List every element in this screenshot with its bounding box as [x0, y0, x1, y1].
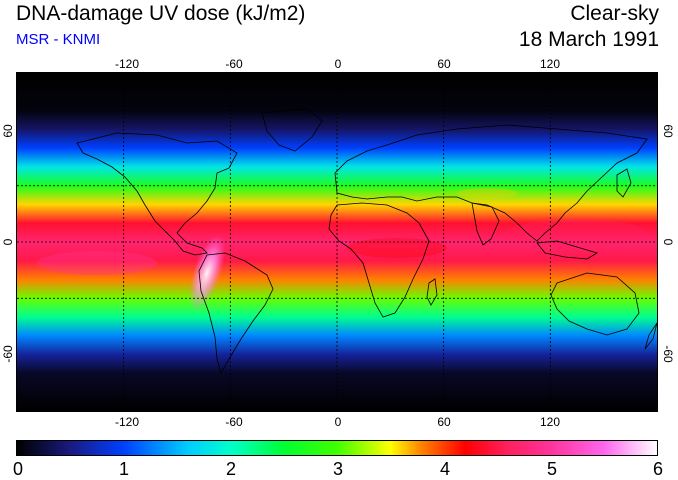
dose-variability-patches: [37, 188, 647, 275]
lat-tick-left-minus60: -60: [1, 345, 15, 363]
colorbar-tick-6: 6: [652, 459, 664, 479]
lon-tick-top-0: 0: [334, 57, 342, 71]
coast-india: [471, 202, 500, 246]
coast-japan: [616, 168, 632, 198]
graticule: [17, 73, 657, 411]
lat-tick-right-0: 0: [661, 238, 675, 246]
source-label: MSR - KNMI: [16, 31, 101, 48]
coast-madagascar: [426, 278, 438, 306]
lat-tick-left-60: 60: [1, 124, 15, 138]
lon-tick-top-120: 120: [539, 57, 561, 71]
map-canvas: [17, 73, 657, 411]
lon-tick-bottom-minus120: -120: [114, 415, 140, 429]
lat-tick-right-minus60: -60: [661, 345, 675, 363]
colorbar-tick-0: 0: [12, 459, 24, 479]
lon-tick-top-60: 60: [437, 57, 451, 71]
lon-tick-bottom-120: 120: [539, 415, 561, 429]
chart-title: DNA-damage UV dose (kJ/m2): [16, 2, 306, 25]
coastlines: [76, 108, 657, 375]
colorbar-tick-1: 1: [118, 459, 130, 479]
coast-eurasia: [334, 124, 648, 242]
colorbar: [16, 440, 658, 456]
lon-tick-bottom-0: 0: [334, 415, 342, 429]
colorbar-tick-4: 4: [439, 459, 451, 479]
colorbar-tick-5: 5: [546, 459, 558, 479]
lon-tick-bottom-minus60: -60: [225, 415, 243, 429]
lat-tick-right-60: 60: [661, 124, 675, 138]
date-label: 18 March 1991: [518, 28, 659, 51]
coast-africa: [328, 202, 430, 318]
colorbar-tick-3: 3: [332, 459, 344, 479]
coast-south-america: [198, 252, 274, 375]
sky-condition-label: Clear-sky: [570, 2, 659, 25]
coast-greenland: [261, 108, 323, 152]
lon-tick-top-minus60: -60: [225, 57, 243, 71]
coast-australia: [550, 272, 640, 336]
lon-tick-top-minus120: -120: [114, 57, 140, 71]
coast-new-zealand: [644, 322, 657, 350]
coast-indonesia: [536, 240, 598, 260]
uv-dose-map: [16, 72, 658, 412]
lon-tick-bottom-60: 60: [437, 415, 451, 429]
colorbar-tick-2: 2: [225, 459, 237, 479]
coast-north-america: [76, 132, 238, 256]
lat-tick-left-0: 0: [1, 238, 15, 246]
